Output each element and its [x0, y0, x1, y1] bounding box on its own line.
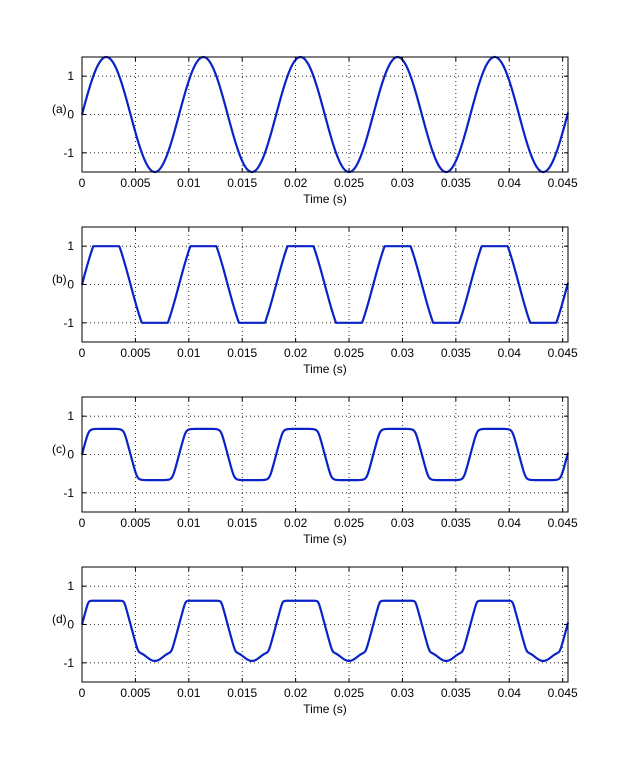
y-tick-label: 0	[67, 108, 74, 122]
y-tick-label: 1	[67, 579, 74, 593]
x-axis-label: Time (s)	[303, 192, 347, 206]
x-tick-label: 0.02	[284, 516, 308, 530]
x-tick-label: 0.005	[120, 516, 150, 530]
panel-label: (b)	[52, 272, 67, 286]
x-tick-label: 0.005	[120, 176, 150, 190]
y-tick-label: -1	[63, 146, 74, 160]
x-tick-label: 0.005	[120, 346, 150, 360]
y-tick-label: 1	[67, 409, 74, 423]
x-tick-label: 0.045	[548, 176, 578, 190]
x-tick-label: 0.015	[227, 686, 257, 700]
chart-panel: 0 0.005 0.01 0.015 0.02 0.025 0.03 0.035 0.04 0.0…	[52, 566, 578, 716]
y-tick-label: -1	[63, 316, 74, 330]
x-tick-label: 0.025	[334, 516, 364, 530]
series-line	[80, 599, 570, 663]
x-tick-label: 0	[79, 176, 86, 190]
x-tick-label: 0.035	[441, 516, 471, 530]
chart-panel: 0 0.005 0.01 0.015 0.02 0.025 0.03 0.035 0.04 0.0…	[52, 55, 578, 206]
x-tick-label: 0.045	[548, 516, 578, 530]
y-tick-label: 0	[67, 448, 74, 462]
x-tick-label: 0.015	[227, 516, 257, 530]
chart-panel: 0 0.005 0.01 0.015 0.02 0.025 0.03 0.035 0.04 0.0…	[52, 226, 578, 376]
x-tick-label: 0.03	[391, 176, 415, 190]
x-tick-label: 0.035	[441, 686, 471, 700]
x-tick-label: 0.015	[227, 176, 257, 190]
panel-label: (a)	[52, 102, 67, 116]
x-tick-label: 0.01	[177, 516, 201, 530]
x-tick-label: 0.005	[120, 686, 150, 700]
y-tick-label: -1	[63, 656, 74, 670]
x-tick-label: 0	[79, 686, 86, 700]
y-tick-label: -1	[63, 486, 74, 500]
x-tick-label: 0.025	[334, 686, 364, 700]
x-tick-label: 0.035	[441, 176, 471, 190]
x-tick-label: 0.04	[498, 346, 522, 360]
x-tick-label: 0.04	[498, 686, 522, 700]
x-tick-label: 0.01	[177, 686, 201, 700]
x-tick-label: 0.045	[548, 686, 578, 700]
x-axis-label: Time (s)	[303, 362, 347, 376]
x-tick-label: 0.04	[498, 516, 522, 530]
x-tick-label: 0.01	[177, 176, 201, 190]
series-line	[80, 245, 570, 324]
panel-label: (d)	[52, 612, 67, 626]
x-axis-label: Time (s)	[303, 532, 347, 546]
y-tick-label: 1	[67, 69, 74, 83]
x-tick-label: 0.025	[334, 176, 364, 190]
chart-panel: 0 0.005 0.01 0.015 0.02 0.025 0.03 0.035 0.04 0.0…	[52, 396, 578, 546]
x-tick-label: 0.03	[391, 346, 415, 360]
panel-label: (c)	[52, 442, 66, 456]
x-tick-label: 0.015	[227, 346, 257, 360]
series-line	[80, 427, 570, 482]
x-tick-label: 0.02	[284, 346, 308, 360]
x-tick-label: 0.045	[548, 346, 578, 360]
x-tick-label: 0.02	[284, 686, 308, 700]
series-line	[80, 55, 570, 174]
x-tick-label: 0.02	[284, 176, 308, 190]
y-tick-label: 1	[67, 239, 74, 253]
x-axis-label: Time (s)	[303, 702, 347, 716]
x-tick-label: 0	[79, 346, 86, 360]
x-tick-label: 0.01	[177, 346, 201, 360]
x-tick-label: 0.03	[391, 686, 415, 700]
x-tick-label: 0	[79, 516, 86, 530]
x-tick-label: 0.025	[334, 346, 364, 360]
y-tick-label: 0	[67, 278, 74, 292]
x-tick-label: 0.03	[391, 516, 415, 530]
x-tick-label: 0.035	[441, 346, 471, 360]
x-tick-label: 0.04	[498, 176, 522, 190]
y-tick-label: 0	[67, 618, 74, 632]
